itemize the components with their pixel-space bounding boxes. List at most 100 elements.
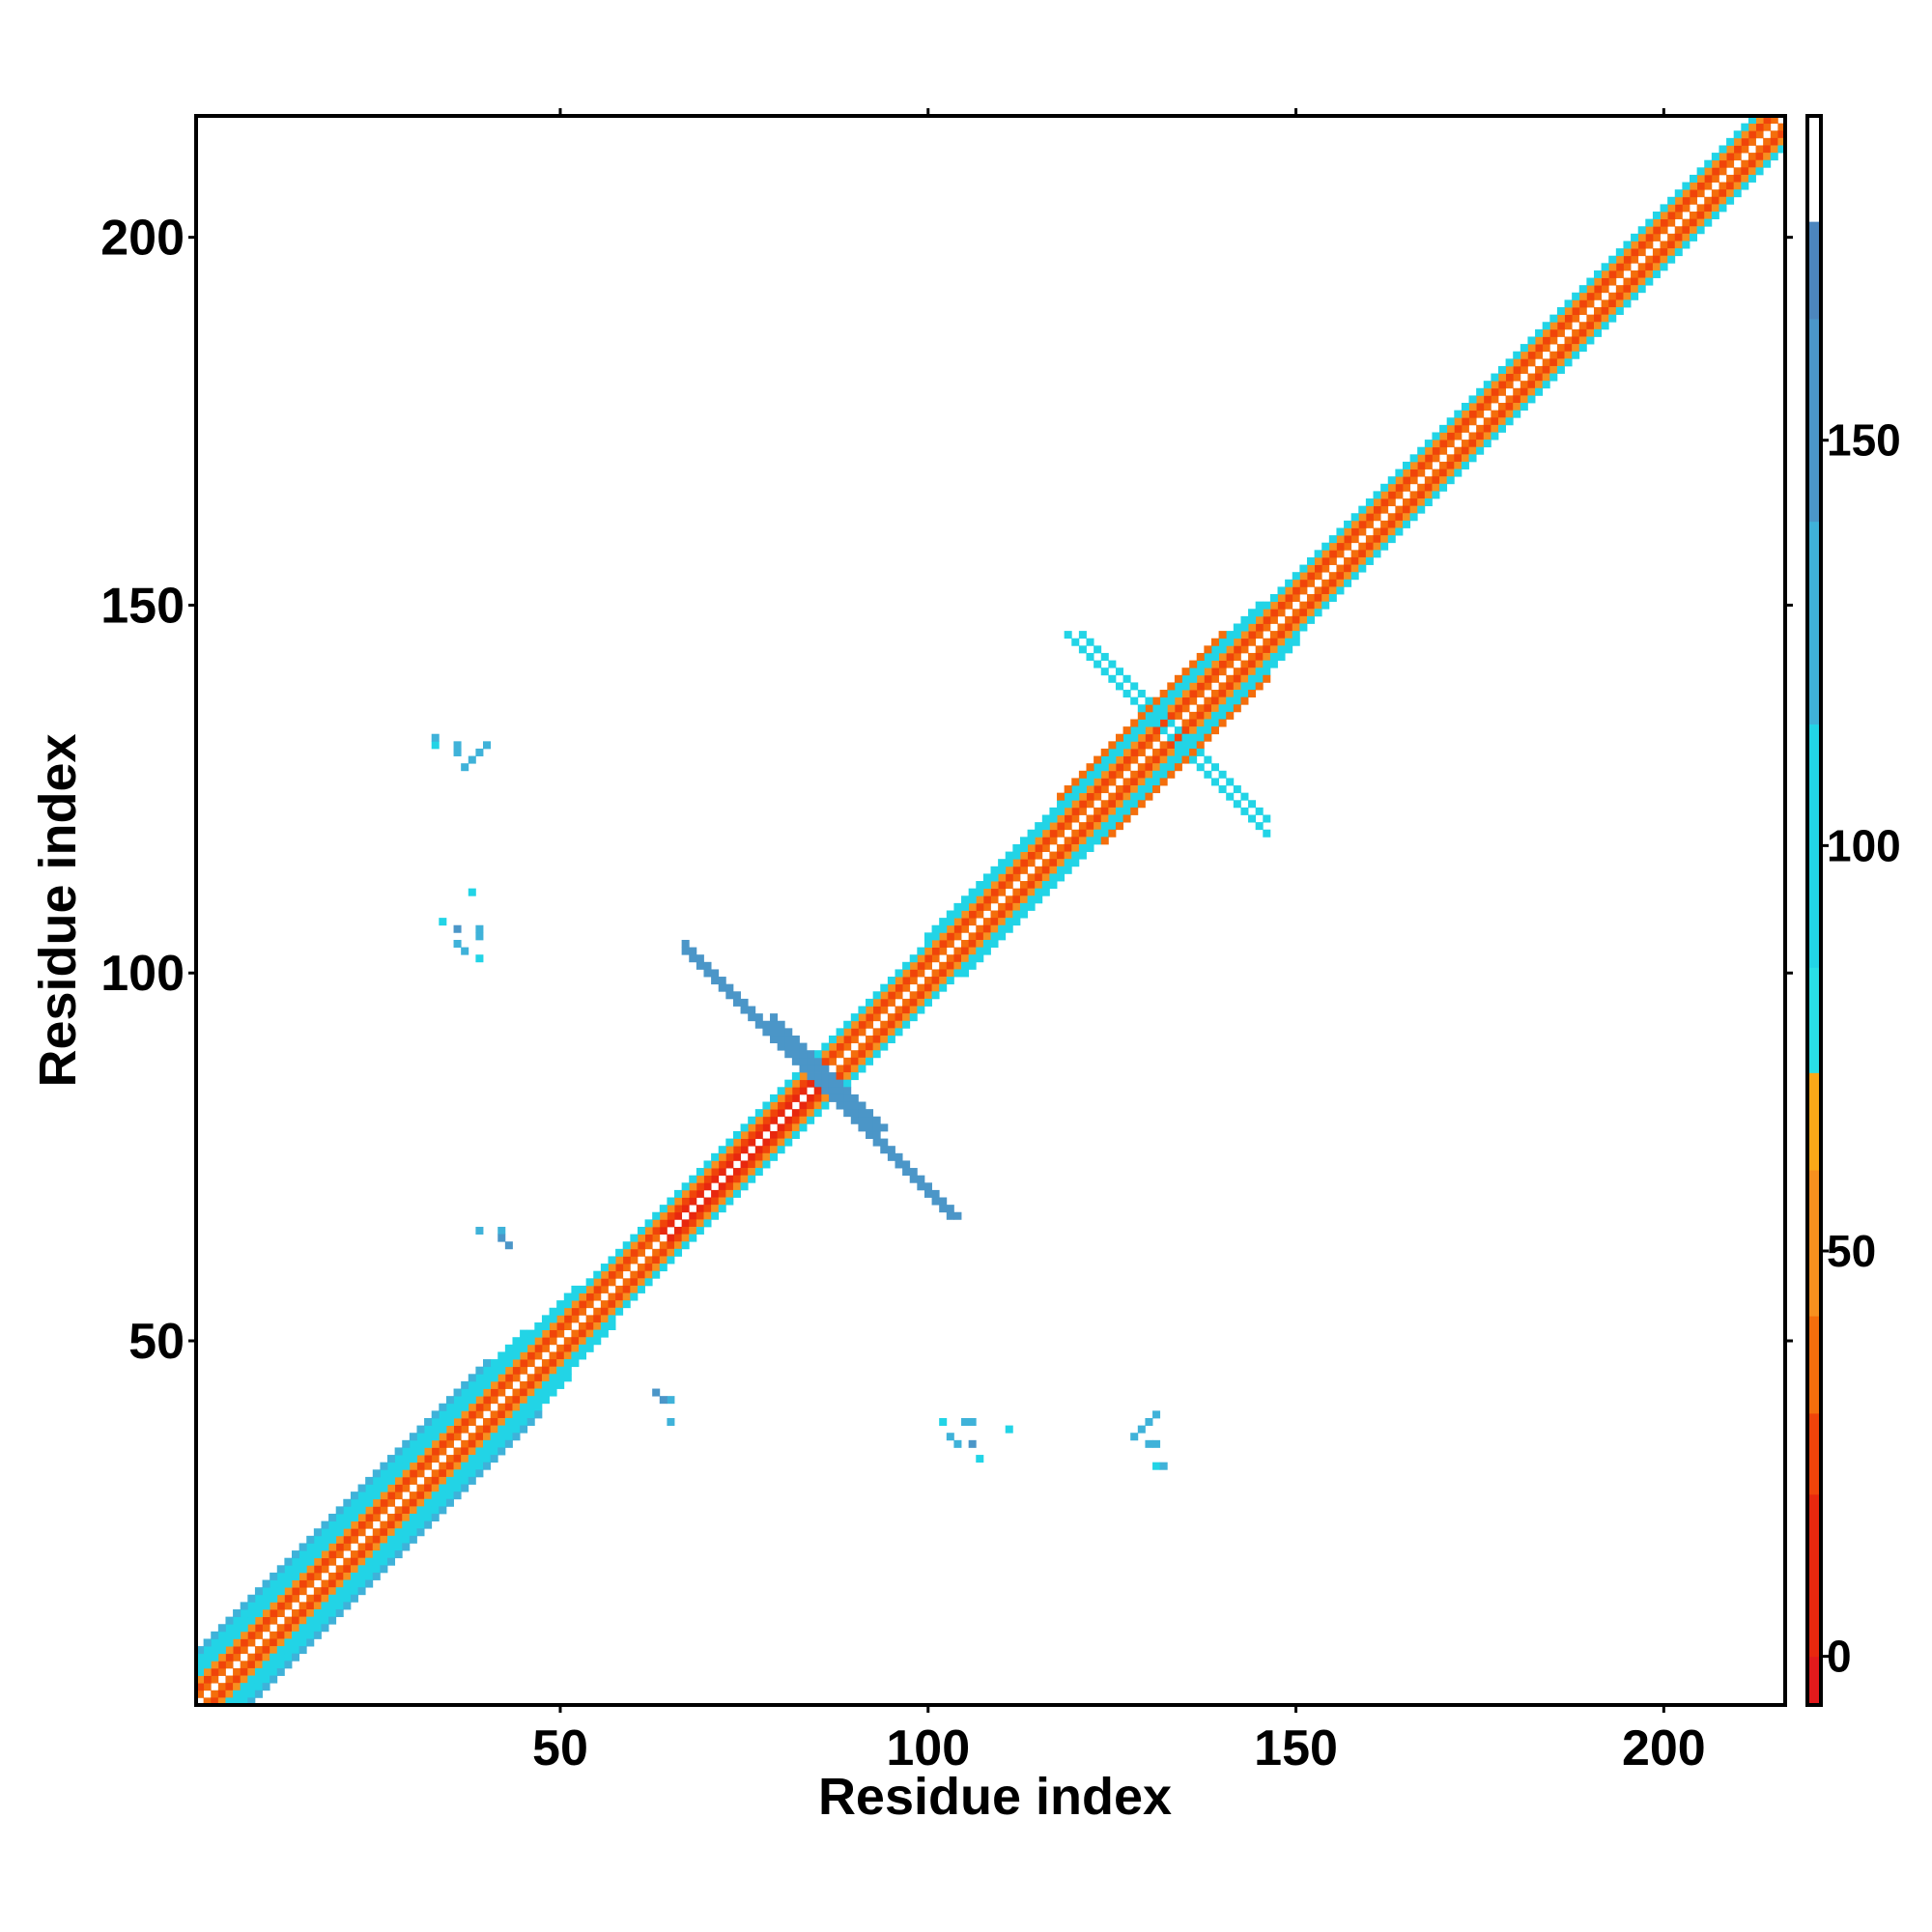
heatmap-cell [1439, 424, 1448, 433]
heatmap-cell [1167, 770, 1176, 779]
heatmap-cell [644, 1241, 653, 1250]
heatmap-cell [225, 1638, 234, 1647]
heatmap-cell [468, 1462, 476, 1470]
heatmap-cell [902, 1168, 911, 1177]
heatmap-cell [740, 1138, 749, 1147]
heatmap-cell [328, 1550, 337, 1559]
heatmap-cell [1196, 726, 1205, 735]
heatmap-cell [1690, 174, 1698, 183]
heatmap-cell [990, 910, 999, 919]
heatmap-cell [424, 1439, 433, 1448]
heatmap-cell [1108, 778, 1117, 786]
heatmap-cell [946, 954, 954, 963]
heatmap-cell [953, 947, 962, 955]
heatmap-cell [843, 1101, 852, 1110]
heatmap-cell [306, 1616, 315, 1625]
heatmap-cell [534, 1388, 543, 1397]
heatmap-cell [1204, 755, 1212, 764]
heatmap-cell [276, 1653, 285, 1662]
heatmap-cell [1387, 505, 1396, 514]
heatmap-cell [1263, 829, 1271, 838]
heatmap-cell [843, 1035, 852, 1043]
heatmap-cell [1189, 741, 1198, 750]
heatmap-cell [1380, 527, 1389, 536]
heatmap-cell [1078, 837, 1087, 845]
heatmap-cell [497, 1234, 506, 1242]
heatmap-cell [1652, 255, 1661, 264]
heatmap-cell [321, 1572, 329, 1580]
heatmap-cell [453, 748, 462, 756]
heatmap-cell [1071, 843, 1080, 852]
heatmap-cell [225, 1631, 234, 1639]
heatmap-cell [1631, 285, 1639, 294]
heatmap-cell [1476, 446, 1485, 455]
heatmap-cell [836, 1094, 844, 1102]
heatmap-cell [1747, 167, 1756, 176]
heatmap-cell [1520, 373, 1528, 382]
heatmap-cell [1277, 594, 1286, 603]
heatmap-cell [1145, 711, 1153, 720]
heatmap-cell [1057, 822, 1065, 831]
heatmap-cell [1159, 748, 1168, 756]
heatmap-cell [711, 1197, 720, 1206]
heatmap-cell [571, 1359, 580, 1368]
heatmap-cell [593, 1315, 602, 1323]
heatmap-cell [593, 1278, 602, 1287]
heatmap-cell [674, 1205, 683, 1213]
heatmap-cell [1719, 153, 1727, 161]
heatmap-cell [1674, 204, 1683, 213]
heatmap-cell [247, 1653, 256, 1662]
heatmap-cell [1277, 586, 1286, 595]
heatmap-cell [357, 1506, 366, 1515]
heatmap-cell [1122, 748, 1131, 756]
heatmap-cell [306, 1557, 315, 1566]
heatmap-cell [1505, 358, 1514, 367]
heatmap-cell [1306, 572, 1315, 581]
heatmap-cell [615, 1300, 624, 1309]
heatmap-cell [762, 1028, 771, 1037]
heatmap-cell [1269, 631, 1278, 639]
heatmap-cell [1314, 601, 1322, 610]
heatmap-cell [1145, 778, 1153, 786]
heatmap-cell [1328, 542, 1337, 551]
heatmap-cell [357, 1550, 366, 1559]
heatmap-cell [490, 1403, 498, 1411]
heatmap-cell [1380, 505, 1389, 514]
heatmap-cell [1086, 763, 1094, 772]
heatmap-cell [902, 1020, 911, 1029]
heatmap-cell [1491, 417, 1499, 426]
heatmap-cell [740, 1175, 749, 1183]
heatmap-cell [652, 1211, 661, 1220]
heatmap-cell [615, 1293, 624, 1301]
heatmap-cell [1035, 859, 1043, 867]
heatmap-cell [740, 998, 749, 1007]
heatmap-cell [858, 1065, 867, 1073]
heatmap-cell [1542, 328, 1550, 337]
heatmap-cell [968, 1417, 977, 1427]
heatmap-cell [585, 1321, 594, 1330]
heatmap-cell [674, 1248, 683, 1257]
heatmap-cell [1226, 690, 1235, 698]
heatmap-cell [380, 1565, 388, 1574]
heatmap-cell [1027, 881, 1036, 890]
heatmap-cell [1417, 446, 1426, 455]
heatmap-cell [380, 1513, 388, 1522]
heatmap-cell [1041, 888, 1050, 896]
heatmap-cell [696, 1189, 704, 1198]
heatmap-cell [1402, 505, 1410, 514]
heatmap-cell [387, 1462, 396, 1470]
heatmap-cell [380, 1476, 388, 1485]
heatmap-cell [902, 1013, 911, 1022]
heatmap-cell [718, 1197, 726, 1206]
heatmap-cell [600, 1307, 609, 1316]
heatmap-cell [1549, 336, 1558, 345]
heatmap-cell [1299, 601, 1308, 610]
heatmap-cell [982, 895, 991, 904]
heatmap-cell [1306, 564, 1315, 573]
heatmap-cell [409, 1484, 417, 1492]
heatmap-cell [770, 1146, 779, 1154]
heatmap-cell [939, 932, 948, 941]
heatmap-cell [541, 1321, 550, 1330]
heatmap-cell [1674, 196, 1683, 205]
heatmap-cell [939, 969, 948, 978]
